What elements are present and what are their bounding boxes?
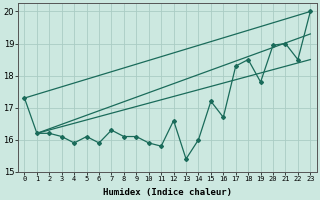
X-axis label: Humidex (Indice chaleur): Humidex (Indice chaleur) — [103, 188, 232, 197]
